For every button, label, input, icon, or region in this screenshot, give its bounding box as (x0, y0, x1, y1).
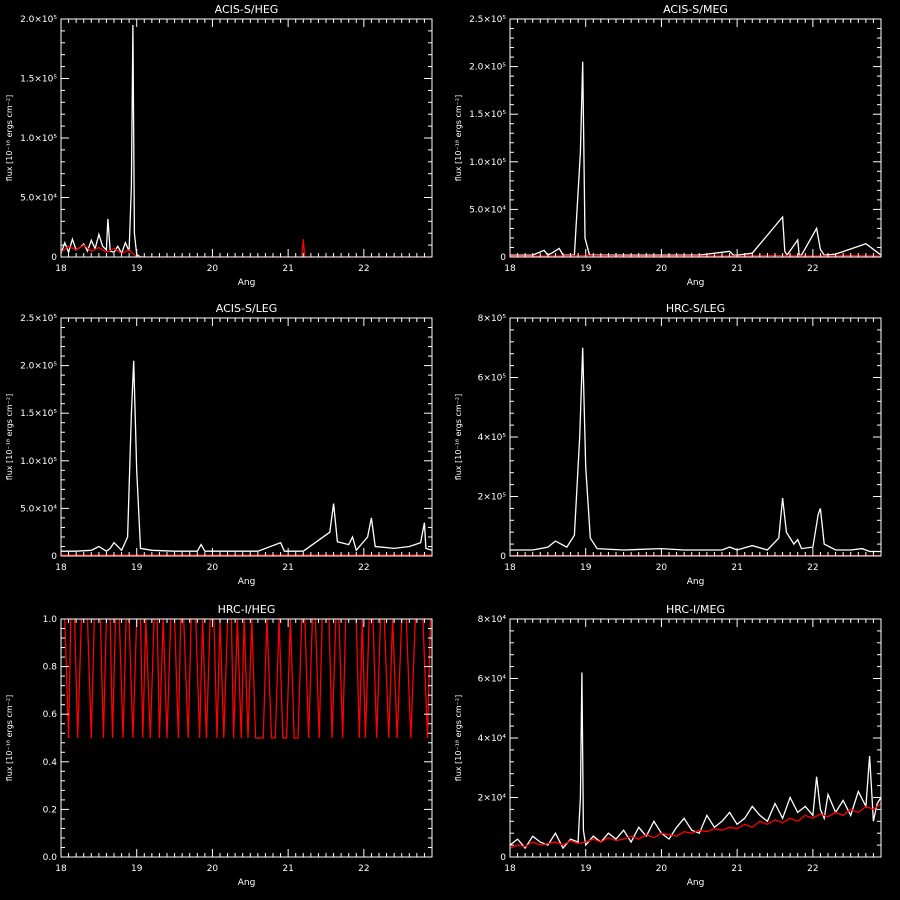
x-axis-label: Ang (687, 577, 705, 587)
x-tick-label: 22 (358, 563, 369, 573)
panel-title: HRC-S/LEG (666, 302, 725, 315)
y-tick-label: 2×10⁵ (478, 493, 507, 503)
y-axis-label: flux [10⁻¹⁸ ergs cm⁻²] (5, 394, 14, 480)
y-tick-label: 1.5×10⁵ (469, 110, 506, 120)
y-tick-label: 0 (500, 253, 506, 263)
panel-5: 18 19 20 21 22 0 2×10⁴ 4×10⁴ 6×10⁴ 8×10⁴ HRC-I/MEG… (454, 603, 882, 888)
plot-frame (60, 317, 433, 557)
x-tick-label: 21 (282, 563, 293, 573)
y-tick-label: 0.4 (43, 758, 58, 768)
x-tick-label: 18 (504, 264, 516, 274)
x-tick-label: 22 (358, 264, 369, 274)
x-tick-label: 20 (207, 864, 219, 874)
x-tick-label: 20 (207, 264, 219, 274)
x-tick-label: 21 (282, 864, 293, 874)
x-tick-label: 19 (131, 264, 143, 274)
series-line-1 (510, 802, 881, 849)
x-tick-label: 22 (807, 563, 818, 573)
panel-title: ACIS-S/LEG (216, 302, 278, 315)
y-axis-label: flux [10⁻¹⁸ ergs cm⁻²] (5, 695, 14, 781)
x-tick-label: 20 (207, 563, 219, 573)
y-tick-label: 5.0×10⁴ (469, 205, 506, 215)
x-axis-label: Ang (238, 577, 256, 587)
x-tick-label: 22 (807, 264, 818, 274)
x-axis-label: Ang (238, 878, 256, 888)
panel-0: 18 19 20 21 22 0 5.0×10⁴ 1.0×10⁵ 1.5×10⁵ 2.0×10⁵ A… (5, 3, 433, 288)
y-tick-label: 5.0×10⁴ (20, 504, 57, 514)
y-axis-label: flux [10⁻¹⁸ ergs cm⁻²] (5, 95, 14, 181)
x-tick-label: 20 (656, 563, 668, 573)
y-tick-label: 2.0×10⁵ (20, 362, 57, 372)
y-tick-label: 0 (51, 552, 57, 562)
x-tick-label: 21 (731, 563, 742, 573)
x-tick-label: 18 (55, 864, 67, 874)
x-tick-label: 21 (731, 264, 742, 274)
y-tick-label: 0 (500, 552, 506, 562)
x-tick-label: 18 (55, 563, 67, 573)
y-tick-label: 0 (500, 853, 506, 863)
y-tick-label: 1.0×10⁵ (469, 158, 506, 168)
y-tick-label: 6×10⁴ (478, 675, 507, 685)
plot-frame (60, 618, 433, 858)
x-axis-label: Ang (238, 278, 256, 288)
y-tick-label: 2.0×10⁵ (469, 63, 506, 73)
x-axis-label: Ang (687, 278, 705, 288)
y-tick-label: 4×10⁵ (478, 433, 507, 443)
y-tick-label: 1.0 (43, 615, 58, 625)
x-axis-label: Ang (687, 878, 705, 888)
x-tick-label: 19 (580, 563, 592, 573)
panel-title: HRC-I/MEG (666, 603, 725, 616)
y-tick-label: 0 (51, 253, 57, 263)
x-tick-label: 22 (807, 864, 818, 874)
panel-title: HRC-I/HEG (218, 603, 276, 616)
panel-title: ACIS-S/HEG (215, 3, 279, 16)
series-line-0 (510, 61, 881, 257)
y-tick-label: 0.2 (43, 805, 57, 815)
x-tick-label: 18 (504, 864, 516, 874)
y-tick-label: 1.5×10⁵ (20, 75, 57, 85)
x-tick-label: 20 (656, 864, 668, 874)
y-axis-label: flux [10⁻¹⁸ ergs cm⁻²] (454, 95, 463, 181)
series-line-0 (61, 360, 432, 552)
series-line-0 (510, 672, 881, 850)
x-tick-label: 22 (358, 864, 369, 874)
y-tick-label: 2×10⁴ (478, 794, 507, 804)
y-tick-label: 8×10⁵ (478, 314, 507, 324)
series-line-1 (61, 239, 432, 257)
y-tick-label: 2.5×10⁵ (469, 15, 506, 25)
y-axis-label: flux [10⁻¹⁸ ergs cm⁻²] (454, 695, 463, 781)
x-tick-label: 19 (580, 864, 592, 874)
y-tick-label: 1.5×10⁵ (20, 409, 57, 419)
series-line-0 (64, 619, 432, 739)
panel-3: 18 19 20 21 22 0 2×10⁵ 4×10⁵ 6×10⁵ 8×10⁵ HRC-S/LEG… (454, 302, 882, 587)
x-tick-label: 19 (131, 563, 143, 573)
y-tick-label: 1.0×10⁵ (20, 134, 57, 144)
y-tick-label: 4×10⁴ (478, 734, 507, 744)
y-tick-label: 0.0 (43, 853, 58, 863)
x-tick-label: 19 (580, 264, 592, 274)
x-tick-label: 19 (131, 864, 143, 874)
panel-2: 18 19 20 21 22 0 5.0×10⁴ 1.0×10⁵ 1.5×10⁵ 2.0×10⁵ 2… (5, 302, 433, 587)
y-tick-label: 8×10⁴ (478, 615, 507, 625)
y-tick-label: 1.0×10⁵ (20, 457, 57, 467)
x-tick-label: 21 (731, 864, 742, 874)
panel-4: 18 19 20 21 22 0.0 0.2 0.4 0.6 0.8 1.0 HRC-I/HEG Ang… (5, 603, 433, 888)
panel-title: ACIS-S/MEG (663, 3, 728, 16)
x-tick-label: 18 (504, 563, 516, 573)
y-tick-label: 5.0×10⁴ (20, 194, 57, 204)
plot-frame (509, 18, 882, 258)
y-axis-label: flux [10⁻¹⁸ ergs cm⁻²] (454, 394, 463, 480)
y-tick-label: 6×10⁵ (478, 374, 507, 384)
x-tick-label: 20 (656, 264, 668, 274)
panel-1: 18 19 20 21 22 0 5.0×10⁴ 1.0×10⁵ 1.5×10⁵ 2.0×10⁵ 2… (454, 3, 882, 288)
y-tick-label: 0.6 (43, 710, 58, 720)
x-tick-label: 18 (55, 264, 67, 274)
y-tick-label: 0.8 (43, 663, 58, 673)
y-tick-label: 2.0×10⁵ (20, 15, 57, 25)
x-tick-label: 21 (282, 264, 293, 274)
y-tick-label: 2.5×10⁵ (20, 314, 57, 324)
